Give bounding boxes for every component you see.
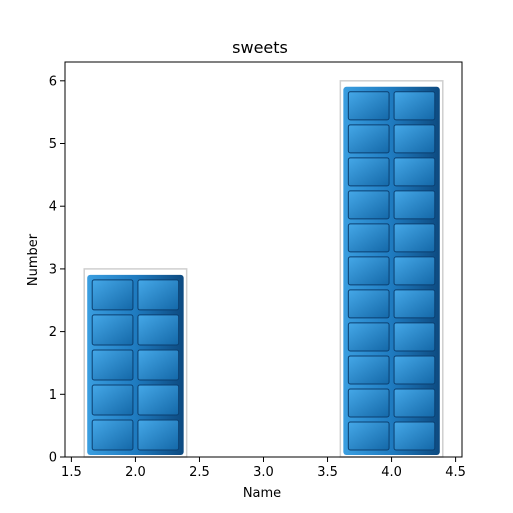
- bar-segment: [347, 91, 390, 121]
- bar-segment: [393, 157, 436, 187]
- bar-segment: [137, 349, 180, 381]
- y-tick-label: 5: [49, 137, 57, 152]
- bar-segment: [137, 419, 180, 451]
- bar-segment: [347, 124, 390, 154]
- bar-segment: [91, 419, 134, 451]
- bar: [83, 268, 188, 458]
- x-tick-label: 4.5: [445, 465, 466, 480]
- bar-segment: [347, 289, 390, 319]
- bar-segment: [91, 349, 134, 381]
- bar-segment: [393, 223, 436, 253]
- bar-segment: [347, 322, 390, 352]
- bar-segment: [347, 157, 390, 187]
- bar-segment: [393, 388, 436, 418]
- bar-segment: [393, 322, 436, 352]
- bar-segment: [347, 388, 390, 418]
- y-tick-label: 0: [49, 451, 57, 466]
- bar-segment: [91, 384, 134, 416]
- bar-segment: [347, 256, 390, 286]
- bar-segment: [347, 223, 390, 253]
- bar-segment: [393, 256, 436, 286]
- bar-segment: [137, 384, 180, 416]
- bar-segment: [393, 421, 436, 451]
- bar-segment: [137, 314, 180, 346]
- y-axis: 0 1 2 3 4 5 6: [49, 74, 65, 466]
- bar: [339, 80, 444, 458]
- bar-segment: [393, 355, 436, 385]
- y-tick-label: 2: [49, 325, 57, 340]
- x-axis-label: Name: [243, 486, 281, 501]
- x-tick-label: 2.0: [125, 465, 146, 480]
- bar-segment: [347, 421, 390, 451]
- bar-segment: [91, 314, 134, 346]
- bar-segment: [393, 190, 436, 220]
- bar-segment: [137, 279, 180, 311]
- bar-segment: [393, 289, 436, 319]
- x-tick-label: 4.0: [381, 465, 402, 480]
- bar-segment: [393, 91, 436, 121]
- x-tick-label: 3.5: [317, 465, 338, 480]
- x-axis: 1.5 2.0 2.5 3.0 3.5 4.0 4.5: [61, 457, 466, 480]
- bar-segment: [347, 355, 390, 385]
- chart-title: sweets: [232, 38, 288, 57]
- bar-segment: [393, 124, 436, 154]
- y-tick-label: 4: [49, 200, 57, 215]
- y-axis-label: Number: [26, 233, 41, 286]
- x-tick-label: 1.5: [61, 465, 82, 480]
- x-tick-label: 2.5: [189, 465, 210, 480]
- y-tick-label: 6: [49, 74, 57, 89]
- y-tick-label: 1: [49, 388, 57, 403]
- bar-segment: [347, 190, 390, 220]
- bar-segment: [91, 279, 134, 311]
- plot-area: [64, 61, 463, 458]
- y-tick-label: 3: [49, 262, 57, 277]
- x-tick-label: 3.0: [253, 465, 274, 480]
